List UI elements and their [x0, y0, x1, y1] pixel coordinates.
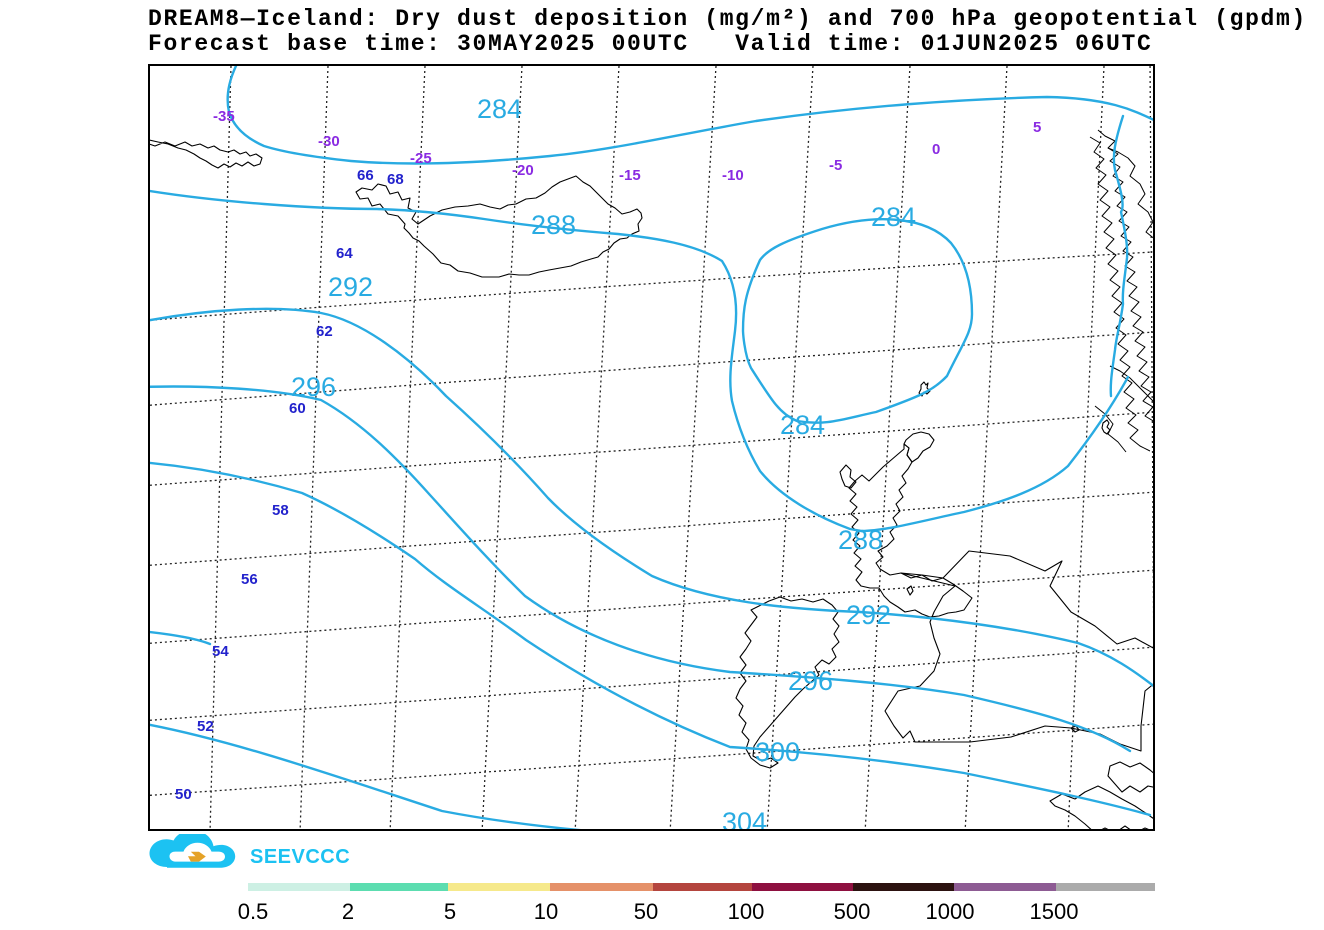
svg-text:66: 66 — [357, 167, 374, 184]
svg-text:1000: 1000 — [926, 899, 975, 924]
svg-text:-35: -35 — [213, 108, 235, 125]
svg-text:100: 100 — [728, 899, 765, 924]
svg-text:296: 296 — [291, 372, 336, 402]
svg-text:284: 284 — [477, 94, 522, 124]
svg-text:2: 2 — [342, 899, 354, 924]
svg-text:56: 56 — [241, 571, 258, 588]
svg-text:300: 300 — [755, 737, 800, 767]
svg-text:50: 50 — [634, 899, 658, 924]
svg-text:292: 292 — [846, 600, 891, 630]
svg-text:10: 10 — [534, 899, 558, 924]
svg-text:60: 60 — [289, 400, 306, 417]
svg-text:284: 284 — [780, 410, 825, 440]
svg-text:SEEVCCC: SEEVCCC — [250, 846, 350, 868]
svg-text:54: 54 — [212, 643, 229, 660]
svg-text:64: 64 — [336, 245, 353, 262]
svg-text:288: 288 — [838, 525, 883, 555]
svg-text:292: 292 — [328, 272, 373, 302]
svg-text:5: 5 — [1033, 119, 1041, 136]
svg-text:0.5: 0.5 — [238, 899, 269, 924]
svg-text:62: 62 — [316, 323, 333, 340]
svg-text:-5: -5 — [829, 157, 842, 174]
svg-text:284: 284 — [871, 202, 916, 232]
svg-text:-30: -30 — [318, 133, 340, 150]
svg-text:5: 5 — [444, 899, 456, 924]
svg-text:500: 500 — [834, 899, 871, 924]
svg-text:304: 304 — [722, 807, 767, 831]
svg-text:50: 50 — [175, 786, 192, 803]
svg-text:288: 288 — [531, 210, 576, 240]
svg-text:0: 0 — [932, 141, 940, 158]
svg-text:-25: -25 — [410, 150, 432, 167]
svg-text:296: 296 — [788, 666, 833, 696]
svg-text:1500: 1500 — [1030, 899, 1079, 924]
svg-text:-10: -10 — [722, 167, 744, 184]
svg-text:-15: -15 — [619, 167, 641, 184]
svg-text:-20: -20 — [512, 162, 534, 179]
svg-text:68: 68 — [387, 171, 404, 188]
svg-text:58: 58 — [272, 502, 289, 519]
svg-text:52: 52 — [197, 718, 214, 735]
